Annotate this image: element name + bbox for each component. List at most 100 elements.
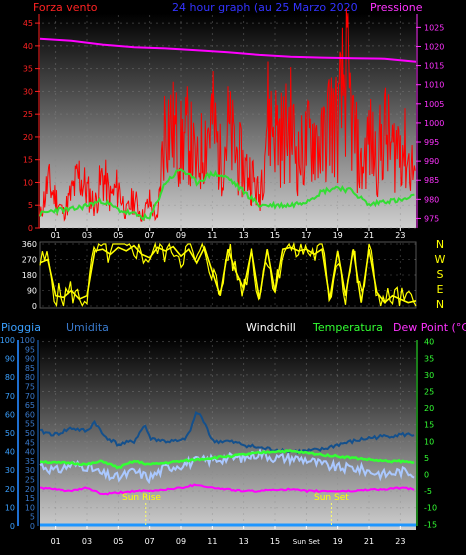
grid-dot [337, 477, 339, 479]
grid-dot [42, 457, 44, 459]
grid-dot [368, 351, 370, 353]
grid-dot [318, 357, 320, 359]
grid-dot [211, 477, 213, 479]
grid-dot [318, 227, 320, 229]
grid-dot [243, 87, 245, 89]
grid-dot [42, 68, 44, 70]
grid-dot [305, 291, 307, 293]
grid-dot [211, 201, 213, 203]
grid-dot [78, 424, 80, 426]
grid-dot [114, 159, 116, 161]
grid-dot [180, 21, 182, 23]
grid-dot [336, 274, 338, 276]
grid-dot [396, 90, 398, 92]
grid-dot [300, 227, 302, 229]
grid-dot [120, 390, 122, 392]
grid-dot [138, 204, 140, 206]
grid-dot [117, 255, 119, 257]
grid-dot [162, 204, 164, 206]
grid-dot [102, 136, 104, 138]
grid-dot [114, 341, 116, 343]
grid-dot [368, 189, 370, 191]
grid-dot [117, 99, 119, 101]
grid-dot [378, 507, 380, 509]
grid-dot [243, 363, 245, 365]
grid-dot [258, 243, 260, 245]
grid-dot [90, 227, 92, 229]
grid-dot [372, 341, 374, 343]
grid-dot [228, 507, 230, 509]
grid-dot [228, 274, 230, 276]
grid-dot [258, 159, 260, 161]
grid-dot [84, 474, 86, 476]
grid-dot [384, 22, 386, 24]
grid-dot [96, 159, 98, 161]
grid-dot [117, 351, 119, 353]
grid-dot [55, 213, 57, 215]
grid-dot [294, 407, 296, 409]
grid-dot [216, 341, 218, 343]
grid-dot [264, 507, 266, 509]
grid-dot [132, 390, 134, 392]
grid-dot [354, 45, 356, 47]
grid-dot [96, 341, 98, 343]
grid-dot [156, 407, 158, 409]
grid-dot [180, 489, 182, 491]
grid-dot [305, 81, 307, 83]
x-tick-label: 13 [239, 231, 249, 240]
grid-dot [288, 374, 290, 376]
grid-dot [117, 129, 119, 131]
grid-dot [66, 159, 68, 161]
grid-dot [55, 417, 57, 419]
grid-dot [210, 440, 212, 442]
grid-dot [117, 117, 119, 119]
grid-dot [399, 27, 401, 29]
grid-dot [282, 507, 284, 509]
grid-dot [384, 136, 386, 138]
grid-dot [368, 507, 370, 509]
grid-dot [48, 45, 50, 47]
grid-dot [300, 390, 302, 392]
grid-dot [336, 341, 338, 343]
grid-dot [360, 90, 362, 92]
grid-dot [368, 399, 370, 401]
grid-dot [402, 45, 404, 47]
grid-dot [243, 219, 245, 221]
grid-dot [84, 357, 86, 359]
grid-dot [162, 374, 164, 376]
grid-dot [399, 255, 401, 257]
grid-dot [86, 423, 88, 425]
grid-dot [234, 90, 236, 92]
grid-dot [138, 113, 140, 115]
grid-dot [390, 440, 392, 442]
grid-dot [274, 447, 276, 449]
grid-dot [180, 22, 182, 24]
grid-dot [306, 474, 308, 476]
wind-tick-label: 5 [28, 201, 33, 210]
grid-dot [54, 90, 56, 92]
grid-dot [78, 440, 80, 442]
grid-dot [86, 405, 88, 407]
grid-dot [211, 489, 213, 491]
grid-dot [348, 90, 350, 92]
grid-dot [276, 45, 278, 47]
grid-dot [270, 390, 272, 392]
grid-dot [336, 204, 338, 206]
grid-dot [126, 305, 128, 307]
grid-dot [372, 390, 374, 392]
grid-dot [86, 345, 88, 347]
grid-dot [348, 243, 350, 245]
grid-dot [117, 369, 119, 371]
grid-dot [324, 474, 326, 476]
grid-dot [399, 405, 401, 407]
grid-dot [86, 489, 88, 491]
grid-dot [246, 45, 248, 47]
grid-dot [86, 249, 88, 251]
grid-dot [282, 440, 284, 442]
grid-dot [204, 390, 206, 392]
grid-dot [60, 374, 62, 376]
grid-dot [186, 440, 188, 442]
grid-dot [90, 357, 92, 359]
grid-dot [60, 290, 62, 291]
grid-dot [78, 507, 80, 509]
